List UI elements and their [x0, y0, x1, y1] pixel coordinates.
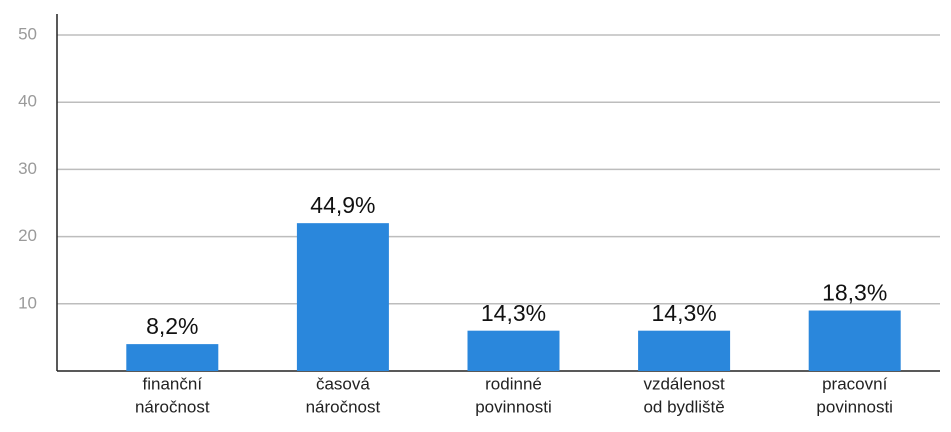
x-tick-label: od bydliště [643, 397, 724, 416]
bar [638, 330, 731, 371]
bar [467, 330, 560, 371]
x-tick-label: povinnosti [816, 397, 893, 416]
data-label: 14,3% [651, 300, 716, 326]
data-label: 14,3% [481, 300, 546, 326]
x-tick-label: náročnost [306, 397, 381, 416]
y-tick-label: 20 [18, 226, 37, 245]
y-tick-label: 10 [18, 293, 37, 312]
x-tick-label: náročnost [135, 397, 210, 416]
bar [808, 310, 901, 371]
x-tick-label: časová [316, 374, 370, 393]
x-tick-label: vzdálenost [643, 374, 725, 393]
bar [126, 344, 219, 371]
x-tick-label: rodinné [485, 374, 542, 393]
data-label: 8,2% [146, 313, 198, 339]
y-tick-label: 40 [18, 92, 37, 111]
y-tick-label: 50 [18, 24, 37, 43]
data-label: 44,9% [310, 192, 375, 218]
x-tick-label: finanční [143, 374, 203, 393]
bar [296, 223, 389, 371]
x-tick-label: povinnosti [475, 397, 552, 416]
data-label: 18,3% [822, 280, 887, 306]
x-tick-label: pracovní [822, 374, 887, 393]
y-tick-label: 30 [18, 159, 37, 178]
